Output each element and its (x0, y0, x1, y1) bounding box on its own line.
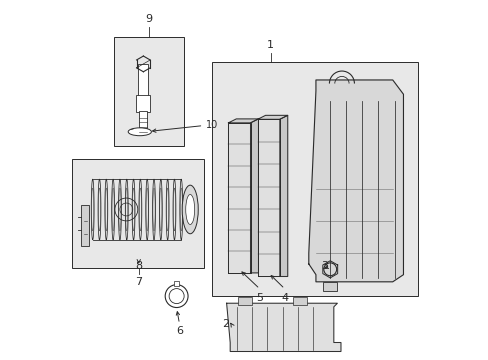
Polygon shape (308, 80, 403, 282)
Text: 7: 7 (135, 277, 142, 287)
Bar (138, 64, 148, 96)
Text: 10: 10 (152, 120, 218, 132)
Polygon shape (257, 115, 287, 119)
Bar (237, 297, 251, 305)
Text: 1: 1 (266, 40, 273, 50)
Polygon shape (257, 119, 279, 276)
Text: 4: 4 (281, 293, 288, 302)
Text: 3: 3 (321, 261, 328, 271)
Bar (81, 205, 89, 246)
Ellipse shape (128, 128, 151, 136)
Ellipse shape (185, 194, 194, 225)
Bar (114, 37, 183, 146)
Bar (72, 158, 204, 267)
Polygon shape (228, 119, 258, 123)
Polygon shape (226, 303, 340, 351)
Polygon shape (228, 123, 250, 273)
Bar (323, 282, 337, 291)
Bar (136, 95, 150, 112)
Bar (292, 297, 307, 305)
Bar (173, 281, 179, 286)
Bar (212, 62, 417, 296)
Text: 2: 2 (222, 319, 229, 329)
Text: 6: 6 (176, 326, 183, 336)
Ellipse shape (182, 185, 198, 234)
Text: 5: 5 (256, 293, 263, 302)
Polygon shape (279, 115, 287, 276)
Bar (139, 111, 147, 132)
Polygon shape (250, 119, 258, 273)
Text: 9: 9 (145, 14, 152, 24)
Text: 8: 8 (135, 261, 142, 271)
